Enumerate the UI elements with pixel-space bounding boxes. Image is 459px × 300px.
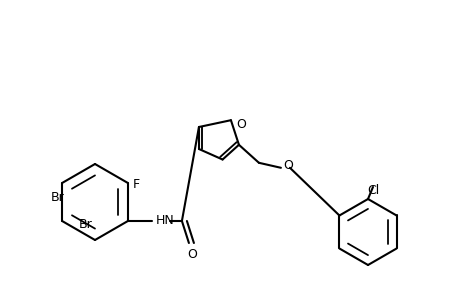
Text: O: O bbox=[235, 118, 245, 131]
Text: F: F bbox=[133, 178, 140, 191]
Text: HN: HN bbox=[156, 214, 174, 227]
Text: Br: Br bbox=[79, 218, 93, 231]
Text: Cl: Cl bbox=[366, 184, 378, 197]
Text: O: O bbox=[186, 248, 196, 261]
Text: O: O bbox=[282, 159, 292, 172]
Text: Br: Br bbox=[51, 191, 65, 204]
